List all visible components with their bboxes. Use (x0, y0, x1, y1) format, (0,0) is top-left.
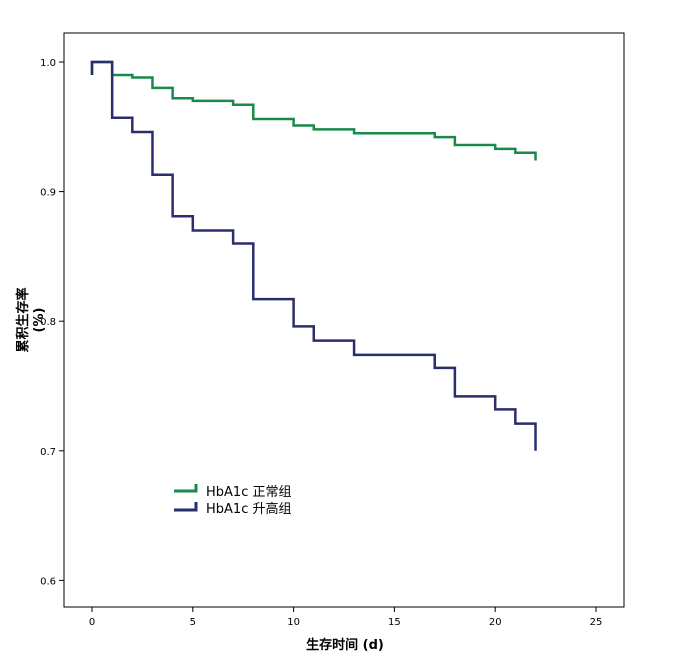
legend-label-elevated: HbA1c 升高组 (206, 501, 291, 517)
y-axis-title: 累积生存率 (%) (15, 287, 47, 352)
x-axis: 0 5 10 15 20 25 (89, 607, 603, 628)
y-axis-title-line2: (%) (32, 308, 47, 333)
legend-swatch-normal (174, 484, 198, 493)
y-tick-label: 0.6 (40, 576, 56, 587)
y-axis: 0.6 0.7 0.8 0.9 1.0 (40, 58, 64, 587)
x-tick-label: 0 (89, 617, 95, 628)
series-layer (90, 60, 537, 451)
legend-swatch-elevated (174, 502, 198, 512)
series-line-1 (90, 60, 537, 451)
x-axis-title: 生存时间 (d) (306, 637, 384, 653)
y-tick-label: 0.7 (40, 447, 56, 458)
plot-frame (63, 32, 625, 608)
x-tick-label: 20 (489, 617, 502, 628)
x-tick-label: 15 (388, 617, 401, 628)
y-tick-label: 1.0 (40, 58, 56, 69)
legend: HbA1c 正常组 HbA1c 升高组 (174, 484, 291, 517)
series-line-0 (90, 60, 537, 161)
x-tick-label: 25 (590, 617, 603, 628)
y-axis-title-line1: 累积生存率 (15, 287, 31, 352)
y-tick-label: 0.9 (40, 188, 56, 199)
x-tick-label: 10 (287, 617, 300, 628)
x-tick-label: 5 (190, 617, 196, 628)
y-tick-label: 0.8 (40, 317, 56, 328)
legend-label-normal: HbA1c 正常组 (206, 485, 291, 500)
